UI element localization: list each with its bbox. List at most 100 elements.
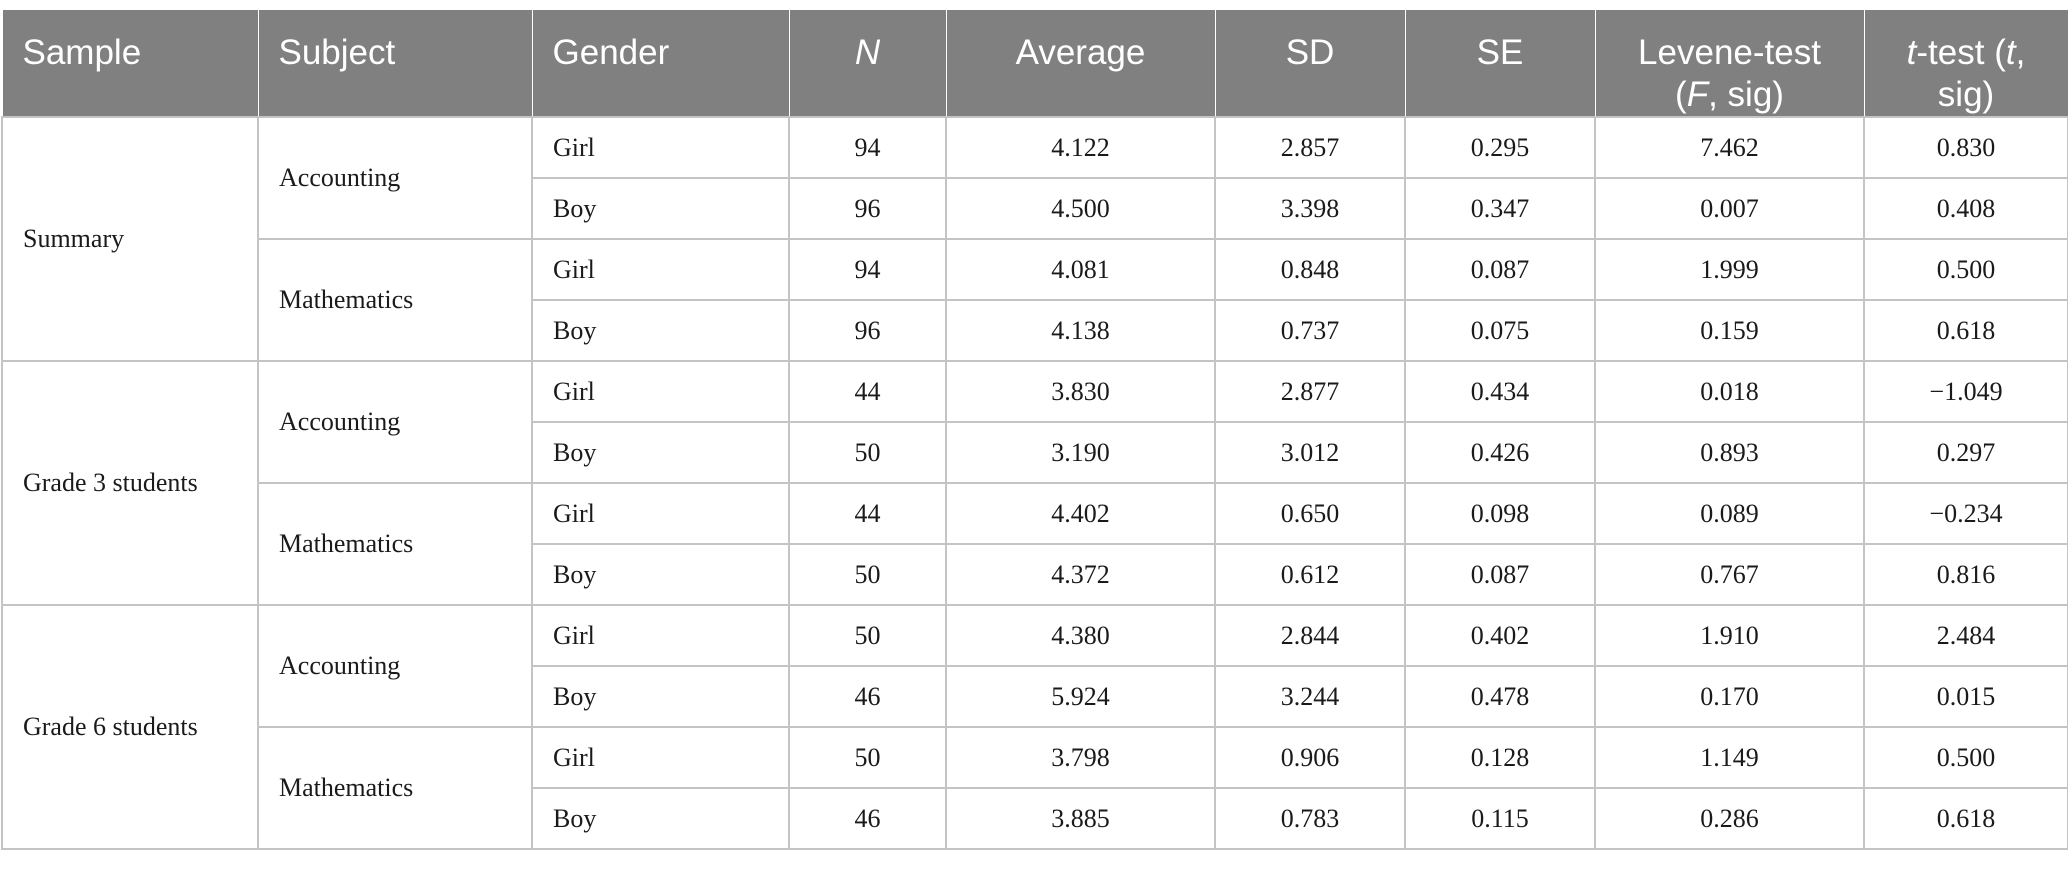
cell-ttest: 0.816 [1863,543,2068,606]
cell-average: 3.830 [945,360,1216,423]
cell-ttest: 0.015 [1863,665,2068,728]
cell-sd: 2.844 [1214,604,1406,667]
header-levene-pre: ( [1675,75,1687,114]
cell-ttest: −1.049 [1863,360,2068,423]
cell-se: 0.098 [1404,482,1596,545]
cell-se: 0.075 [1404,299,1596,362]
header-ttest-line2: sig) [1937,75,1995,114]
header-ttest-mid: -test ( [1916,33,2006,72]
cell-gender: Girl [531,482,790,545]
cell-n: 44 [788,482,947,545]
table-row: Boy 96 4.138 0.737 0.075 0.159 0.618 [2,299,2068,362]
cell-gender: Girl [531,360,790,423]
cell-ttest: 0.408 [1863,177,2068,240]
cell-average: 5.924 [945,665,1216,728]
cell-levene: 0.767 [1594,543,1865,606]
cell-ttest: 0.618 [1863,299,2068,362]
cell-levene: 0.089 [1594,482,1865,545]
cell-sd: 0.737 [1214,299,1406,362]
table-row: Boy 96 4.500 3.398 0.347 0.007 0.408 [2,177,2068,240]
cell-sd: 0.612 [1214,543,1406,606]
cell-ttest: 0.830 [1863,116,2068,179]
cell-n: 50 [788,543,947,606]
cell-sd: 2.857 [1214,116,1406,179]
cell-se: 0.426 [1404,421,1596,484]
cell-gender: Girl [531,116,790,179]
cell-n: 46 [788,665,947,728]
cell-ttest: 0.500 [1863,726,2068,789]
cell-average: 4.402 [945,482,1216,545]
cell-average: 4.380 [945,604,1216,667]
cell-n: 96 [788,177,947,240]
cell-average: 4.138 [945,299,1216,362]
cell-levene: 0.286 [1594,787,1865,850]
cell-average: 3.798 [945,726,1216,789]
cell-average: 4.500 [945,177,1216,240]
cell-se: 0.295 [1404,116,1596,179]
table-row: Grade 3 students Accounting Girl 44 3.830 2.8… [1,360,2068,606]
header-ttest-t1: t [1906,33,1917,72]
cell-sample: Summary [1,116,259,362]
cell-gender: Boy [531,787,790,850]
cell-gender: Boy [531,299,790,362]
cell-sd: 0.848 [1214,238,1406,301]
cell-se: 0.115 [1404,787,1596,850]
cell-subject: Accounting [257,360,533,484]
cell-gender: Girl [531,604,790,667]
cell-average: 4.081 [945,238,1216,301]
table-header: Sample Subject Gender N Average SD SE Le… [1,0,2068,117]
cell-n: 94 [788,116,947,179]
cell-se: 0.478 [1404,665,1596,728]
cell-sd: 2.877 [1214,360,1406,423]
cell-levene: 0.159 [1594,299,1865,362]
cell-ttest: 2.484 [1863,604,2068,667]
cell-gender: Boy [531,421,790,484]
header-subject: Subject [257,0,533,117]
cell-gender: Girl [531,726,790,789]
cell-n: 94 [788,238,947,301]
cell-average: 4.372 [945,543,1216,606]
cell-gender: Boy [531,543,790,606]
cell-n: 46 [788,787,947,850]
cell-sd: 0.650 [1214,482,1406,545]
cell-n: 96 [788,299,947,362]
cell-se: 0.434 [1404,360,1596,423]
cell-levene: 1.149 [1594,726,1865,789]
cell-ttest: −0.234 [1863,482,2068,545]
header-ttest: t-test (t, sig) [1863,0,2068,117]
header-sample: Sample [1,0,259,117]
cell-average: 3.190 [945,421,1216,484]
header-average: Average [945,0,1216,117]
results-table: Sample Subject Gender N Average SD SE Le… [1,0,2068,850]
cell-levene: 0.007 [1594,177,1865,240]
header-se: SE [1404,0,1596,117]
table-row: Boy 46 5.924 3.244 0.478 0.170 0.015 [2,665,2068,728]
cell-ttest: 0.297 [1863,421,2068,484]
cell-sample: Grade 6 students [1,604,259,850]
header-sd: SD [1214,0,1406,117]
header-levene-post: , sig) [1708,75,1784,114]
table-row: Mathematics Girl 50 3.798 0.906 0.128 1.149 0.5… [2,726,2068,850]
cell-average: 4.122 [945,116,1216,179]
cell-ttest: 0.500 [1863,238,2068,301]
table-row: Grade 6 students Accounting Girl 50 4.380 2.8… [1,604,2068,850]
cell-gender: Girl [531,238,790,301]
table-row: Boy 46 3.885 0.783 0.115 0.286 0.618 [2,787,2068,850]
cell-se: 0.402 [1404,604,1596,667]
header-ttest-post: , [2015,33,2026,72]
cell-levene: 0.893 [1594,421,1865,484]
cell-subject: Mathematics [257,482,533,606]
cell-subject: Mathematics [257,726,533,850]
header-ttest-t2: t [2005,33,2016,72]
cell-sd: 3.398 [1214,177,1406,240]
header-n: N [788,0,947,117]
cell-levene: 7.462 [1594,116,1865,179]
cell-ttest: 0.618 [1863,787,2068,850]
header-levene-line1: Levene-test [1638,33,1821,72]
cell-se: 0.347 [1404,177,1596,240]
cell-subject: Accounting [257,116,533,240]
cell-se: 0.128 [1404,726,1596,789]
cell-gender: Boy [531,177,790,240]
cell-se: 0.087 [1404,238,1596,301]
cell-sd: 0.783 [1214,787,1406,850]
